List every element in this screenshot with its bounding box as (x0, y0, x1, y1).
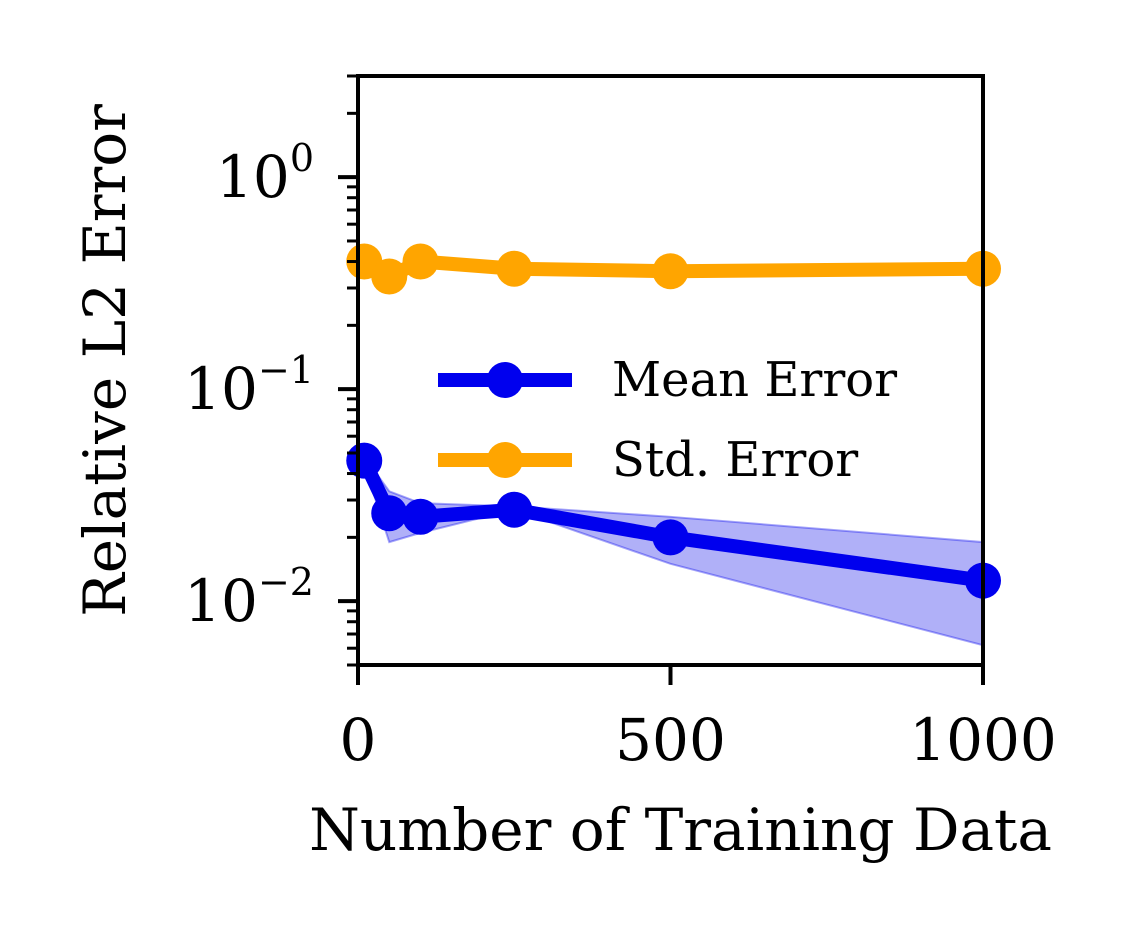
axis-ticks (338, 74, 985, 685)
legend-label-mean-error: Mean Error (612, 352, 897, 408)
x-tick-label: 1000 (909, 706, 1057, 774)
x-tick-label: 500 (615, 706, 726, 774)
point-std-error (402, 243, 439, 280)
y-tick-label: 10−2 (184, 560, 314, 635)
y-tick-label: 10−1 (184, 348, 314, 423)
y-tick-label: 100 (216, 136, 314, 211)
point-std-error (496, 250, 533, 287)
x-tick-label: 0 (340, 706, 377, 774)
legend: Mean Error Std. Error (438, 352, 897, 488)
legend-label-std-error: Std. Error (612, 432, 858, 488)
point-mean-error (402, 498, 439, 535)
point-std-error (371, 258, 408, 295)
point-mean-error (652, 519, 689, 556)
series-markers (346, 243, 1001, 599)
point-std-error (652, 253, 689, 290)
legend-marker-std-error (487, 442, 523, 478)
point-mean-error (496, 491, 533, 528)
axis-tick-labels: 0 500 1000 10−2 10−1 100 (184, 136, 1057, 774)
y-axis-label: Relative L2 Error (71, 104, 139, 617)
point-mean-error (371, 495, 408, 532)
legend-marker-mean-error (487, 362, 523, 398)
x-axis-label: Number of Training Data (309, 796, 1052, 864)
